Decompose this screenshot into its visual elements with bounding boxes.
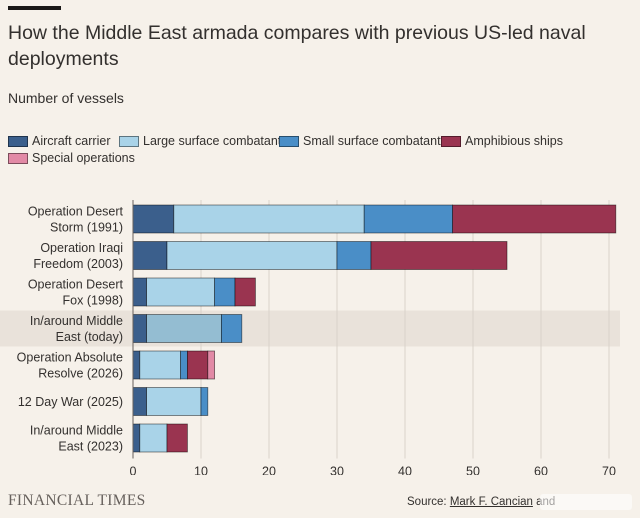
x-tick-label: 0 — [130, 465, 137, 476]
bar-segment — [186, 350, 209, 380]
legend-item-special-operations: Special operations — [8, 151, 135, 165]
legend-item-large-surface-combatant: Large surface combatant — [119, 134, 281, 148]
bar-segment — [132, 277, 148, 307]
x-tick-label: 40 — [398, 465, 412, 476]
category-label: East (2023) — [58, 440, 123, 454]
legend-swatch-aircraft-carrier — [8, 135, 28, 147]
bar-segment — [220, 314, 243, 343]
bar-segment — [146, 277, 216, 307]
category-label: Operation Absolute — [17, 351, 123, 365]
x-tick-label: 60 — [534, 465, 548, 476]
bar-segment — [139, 423, 168, 453]
legend-swatch-small-surface-combatant — [279, 135, 299, 147]
bar-segment — [200, 387, 209, 416]
bar-segment — [166, 241, 338, 270]
x-tick-label: 50 — [466, 465, 480, 476]
category-label: Operation Desert — [28, 278, 124, 292]
bar-segment — [132, 241, 168, 270]
legend-item-small-surface-combatant: Small surface combatant — [279, 134, 441, 148]
chart-title: How the Middle East armada compares with… — [8, 22, 586, 70]
legend-label: Aircraft carrier — [32, 134, 111, 148]
bar-segment — [452, 204, 617, 234]
bar-segment — [234, 277, 256, 307]
bar-segment — [336, 241, 372, 270]
bar-segment — [146, 387, 202, 416]
chart-subtitle: Number of vessels — [8, 90, 124, 106]
bar-segment — [180, 350, 188, 380]
legend-label: Special operations — [32, 151, 135, 165]
legend-item-aircraft-carrier: Aircraft carrier — [8, 134, 110, 148]
category-label: Operation Iraqi — [40, 241, 123, 255]
bar-segment — [146, 314, 222, 343]
x-tick-label: 30 — [330, 465, 344, 476]
x-tick-label: 10 — [194, 465, 208, 476]
bar-segment — [132, 350, 141, 380]
bar-segment — [132, 387, 148, 416]
x-tick-label: 20 — [262, 465, 276, 476]
category-label: 12 Day War (2025) — [18, 395, 123, 409]
bar-segment — [132, 423, 141, 453]
highlight-band — [0, 310, 620, 347]
category-label: Operation Desert — [28, 205, 124, 219]
ft-logo-text: FINANCIAL TIMES — [8, 492, 146, 509]
bar-segment — [370, 241, 508, 270]
category-label: Freedom (2003) — [33, 257, 123, 271]
source-note: Source: Mark F. Cancian and — [407, 496, 555, 508]
bar-segment — [139, 350, 182, 380]
stacked-bar-chart: Operation Desert Storm (1991) Operation Ir… — [0, 200, 620, 476]
source-prefix: Source: — [407, 496, 450, 508]
legend-label: Amphibious ships — [465, 134, 563, 148]
bar-segment — [363, 204, 454, 234]
watermark-overlay — [540, 494, 632, 510]
legend-swatch-large-surface-combatant — [119, 135, 139, 147]
category-label: Storm (1991) — [50, 221, 123, 235]
bar-segment — [132, 204, 175, 234]
x-tick-label: 70 — [602, 465, 616, 476]
source-link[interactable]: Mark F. Cancian — [449, 496, 533, 508]
legend-item-amphibious-ships: Amphibious ships — [441, 134, 563, 148]
ft-top-rule — [8, 6, 61, 10]
legend-label: Large surface combatant — [143, 134, 282, 148]
legend-swatch-amphibious-ships — [441, 135, 461, 147]
bar-segment — [214, 277, 236, 307]
category-label: East (today) — [56, 330, 123, 344]
category-label: Fox (1998) — [63, 294, 123, 308]
legend-swatch-special-operations — [8, 152, 28, 164]
category-label: In/around Middle — [30, 424, 123, 438]
bar-segment — [173, 204, 365, 234]
category-label: Resolve (2026) — [38, 367, 123, 381]
bar-segment — [132, 314, 148, 343]
legend-label: Small surface combatant — [303, 134, 441, 148]
bar-segment — [166, 423, 188, 453]
category-label: In/around Middle — [30, 314, 123, 328]
bar-segment — [207, 350, 216, 380]
